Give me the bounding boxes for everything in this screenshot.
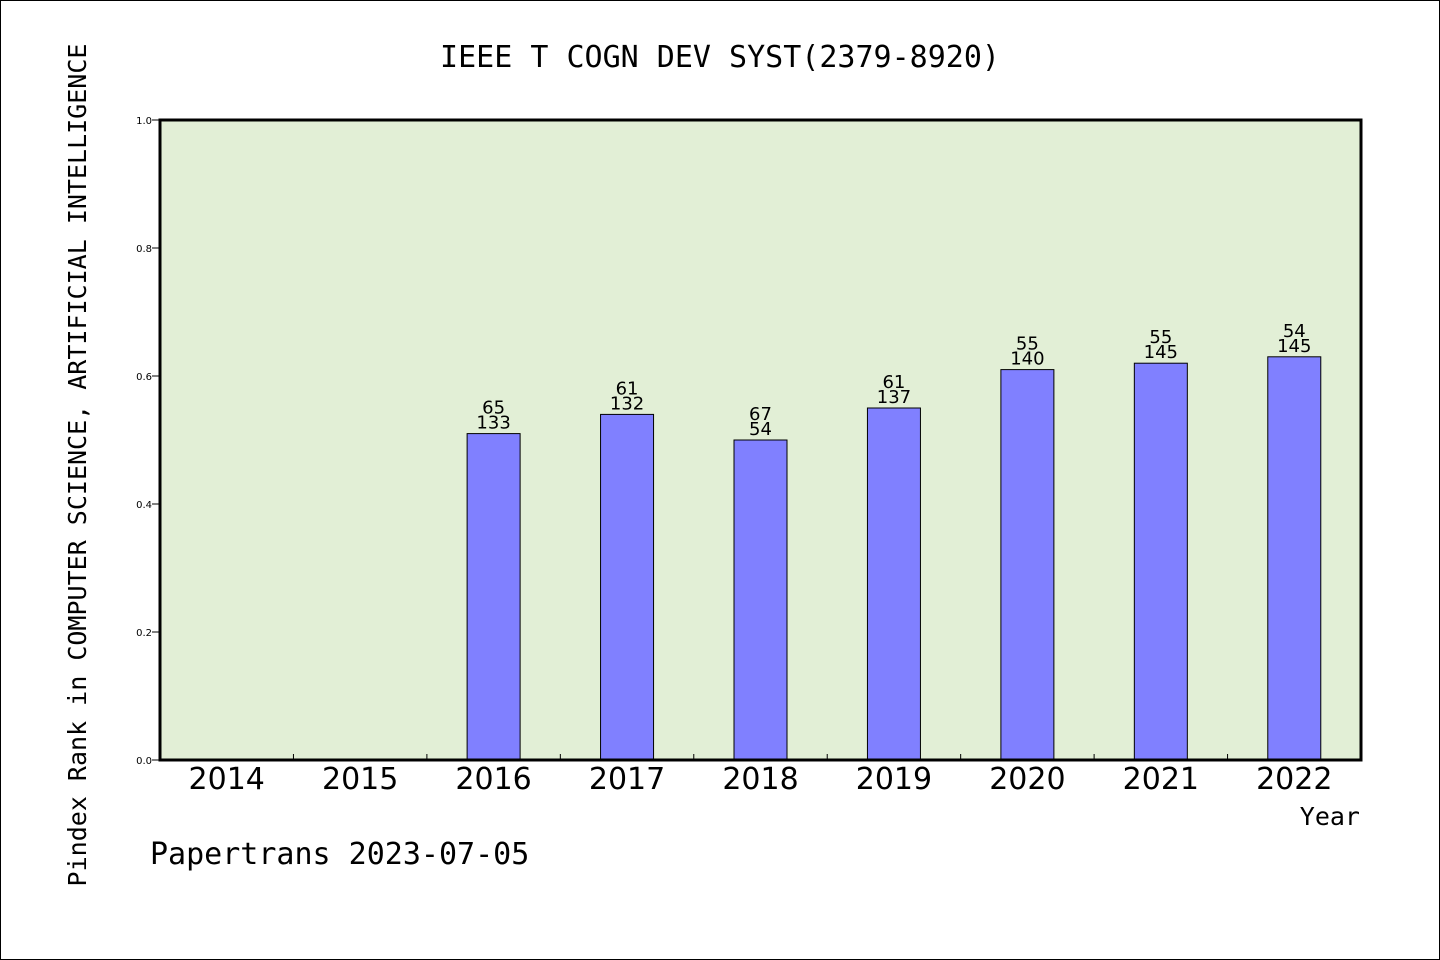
y-tick-label: 0.8 [136, 244, 152, 255]
x-axis: 2014 2015 2016 2017 2018 2019 2020 2021 2022 [189, 754, 1332, 797]
bar-2021 [1133, 362, 1188, 761]
bar-label-top: 55 [1149, 327, 1172, 348]
chart-title: IEEE T COGN DEV SYST(2379-8920) [440, 40, 1000, 75]
y-tick-label: 0.0 [136, 756, 152, 767]
bar-label-top: 61 [616, 378, 639, 399]
bar-label-bottom: 145 [1144, 342, 1178, 363]
x-tick-label: 2021 [1123, 762, 1199, 797]
bar-2016 [466, 433, 521, 761]
x-tick-label: 2015 [322, 762, 398, 797]
bar-2020 [1000, 369, 1055, 761]
bar-label-bottom: 54 [749, 419, 772, 440]
bar-label-top: 54 [1283, 321, 1306, 342]
bar-label-bottom: 140 [1010, 349, 1044, 370]
bar-label-bottom: 145 [1277, 336, 1311, 357]
y-axis-label: Pindex Rank in COMPUTER SCIENCE, ARTIFIC… [63, 44, 92, 887]
plot-border [158, 118, 1363, 762]
x-tick-label: 2022 [1256, 762, 1332, 797]
bars-group [466, 356, 1322, 761]
bar-2017 [600, 413, 655, 761]
bar-label-bottom: 132 [610, 393, 644, 414]
y-tick-label: 0.4 [136, 500, 152, 511]
x-tick-label: 2018 [722, 762, 798, 797]
bar-2018 [733, 439, 788, 761]
y-axis: 0.0 0.2 0.4 0.6 0.8 1.0 [136, 116, 160, 767]
bar-2022 [1267, 356, 1322, 761]
x-tick-label: 2019 [856, 762, 932, 797]
bar-label-top: 67 [749, 404, 772, 425]
bar-label-top: 61 [882, 372, 905, 393]
bar-label-bottom: 133 [476, 413, 510, 434]
y-tick-label: 0.6 [136, 372, 152, 383]
x-axis-label: Year [1300, 802, 1360, 831]
x-tick-label: 2020 [989, 762, 1065, 797]
x-tick-label: 2016 [455, 762, 531, 797]
footer-stamp: Papertrans 2023-07-05 [150, 837, 529, 872]
y-tick-label: 0.2 [136, 628, 152, 639]
bar-label-top: 65 [482, 398, 505, 419]
x-tick-label: 2017 [589, 762, 665, 797]
y-tick-label: 1.0 [136, 116, 152, 127]
bar-label-top: 55 [1016, 334, 1039, 355]
x-tick-label: 2014 [189, 762, 265, 797]
bar-2019 [866, 407, 921, 761]
bar-label-bottom: 137 [877, 387, 911, 408]
